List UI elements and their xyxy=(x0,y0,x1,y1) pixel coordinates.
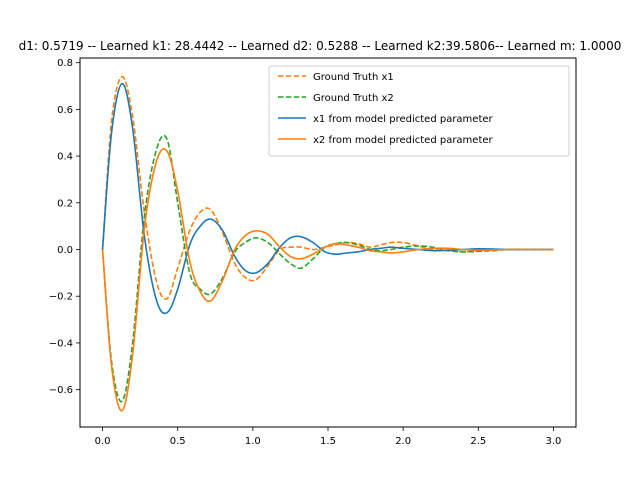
series-layer xyxy=(101,75,554,412)
y-tick-label: −0.6 xyxy=(49,385,73,396)
axis-layer: 0.0 0.5 1.0 1.5 2.0 2.5 3.0 −0.6 −0.4 −0.2 0.0 0.2 0… xyxy=(49,58,562,447)
y-tick-label: −0.4 xyxy=(49,338,73,349)
x-tick-label: 1.5 xyxy=(320,436,336,447)
x-tick-label: 3.0 xyxy=(546,436,562,447)
series-line-4 xyxy=(101,148,554,412)
series-line-1 xyxy=(101,75,554,300)
x-tick-label: 2.5 xyxy=(470,436,486,447)
y-tick-label: −0.2 xyxy=(49,292,73,303)
x-tick-label: 1.0 xyxy=(245,436,261,447)
chart-title: d1: 0.5719 -- Learned k1: 28.4442 -- Lea… xyxy=(19,39,622,53)
y-tick-label: 0.4 xyxy=(57,152,73,163)
legend-label: Ground Truth x2 xyxy=(313,93,394,104)
legend-label: Ground Truth x1 xyxy=(313,72,394,83)
legend-label: x2 from model predicted parameter xyxy=(313,135,494,146)
x-tick-label: 0.0 xyxy=(95,436,111,447)
y-tick-label: 0.0 xyxy=(57,245,73,256)
series-line-2 xyxy=(101,134,554,403)
x-tick-label: 2.0 xyxy=(395,436,411,447)
y-tick-label: 0.8 xyxy=(57,58,73,69)
legend-box xyxy=(268,65,570,157)
legend: Ground Truth x1 Ground Truth x2 x1 from mo… xyxy=(268,65,570,157)
plot-frame xyxy=(79,57,577,428)
legend-label: x1 from model predicted parameter xyxy=(313,114,494,125)
y-tick-label: 0.2 xyxy=(57,198,73,209)
y-tick-label: 0.6 xyxy=(57,105,73,116)
x-tick-label: 0.5 xyxy=(170,436,186,447)
